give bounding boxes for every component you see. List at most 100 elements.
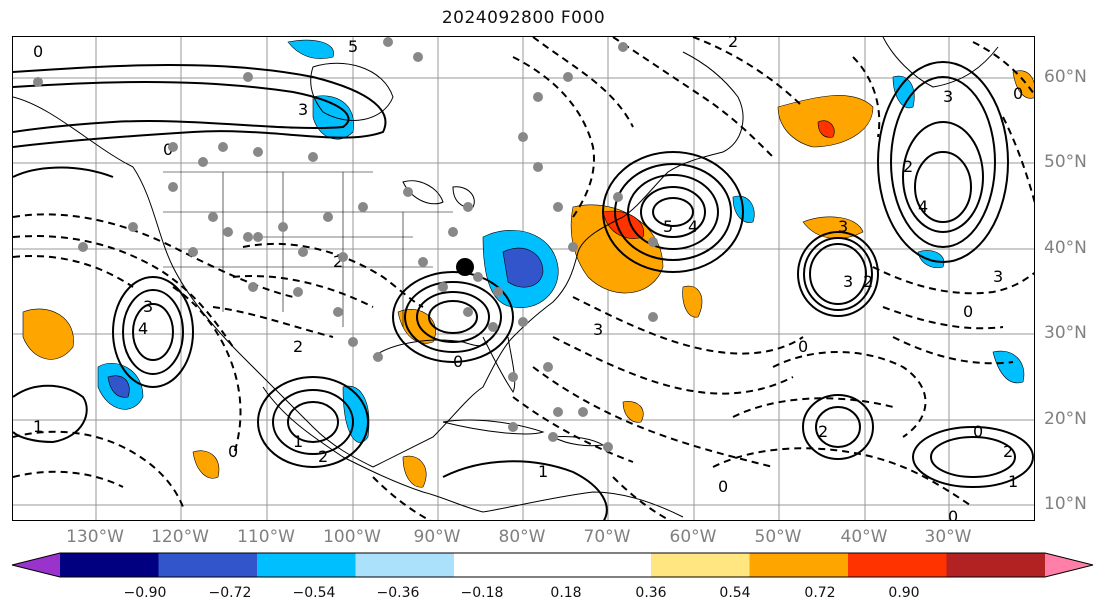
- blue-shade-far-east: [992, 350, 1025, 384]
- contours-solid: [13, 61, 1034, 520]
- orange-shade-mid: [682, 285, 703, 318]
- colorbar-label-pos090: 0.90: [888, 585, 920, 601]
- svg-text:0: 0: [718, 477, 728, 496]
- colorbar-label-pos054: 0.54: [719, 585, 751, 601]
- colorbar-extend-low: [12, 553, 60, 577]
- colorbar-segment: [60, 553, 159, 577]
- svg-text:2: 2: [293, 337, 303, 356]
- south-america-coast: [482, 491, 684, 518]
- lon-label-60w: 60°W: [669, 527, 717, 547]
- lon-label-100w: 100°W: [323, 527, 381, 547]
- svg-text:0: 0: [33, 42, 43, 61]
- svg-text:1: 1: [293, 432, 303, 451]
- coastlines: [13, 37, 999, 518]
- svg-text:2: 2: [903, 157, 913, 176]
- svg-text:3: 3: [843, 272, 853, 291]
- colorbar-segment: [158, 553, 258, 577]
- colorbar-label-neg018: −0.18: [460, 585, 504, 601]
- svg-text:4: 4: [688, 217, 698, 236]
- colorbar-segment: [749, 553, 849, 577]
- blue-shade-small2: [917, 250, 945, 268]
- lon-label-90w: 90°W: [413, 527, 461, 547]
- lat-label-60n: 60°N: [1044, 67, 1087, 87]
- lon-label-50w: 50°W: [754, 527, 802, 547]
- svg-text:1: 1: [1008, 472, 1018, 491]
- colorbar-label-neg054: −0.54: [292, 585, 336, 601]
- svg-text:0: 0: [163, 140, 173, 159]
- orange-shade-small: [622, 401, 644, 423]
- orange-shade-tropics: [192, 450, 220, 479]
- svg-text:0: 0: [963, 302, 973, 321]
- lon-label-40w: 40°W: [840, 527, 888, 547]
- station-dots: [33, 37, 658, 452]
- lon-label-70w: 70°W: [583, 527, 631, 547]
- lat-label-50n: 50°N: [1044, 152, 1087, 172]
- lat-label-20n: 20°N: [1044, 409, 1087, 429]
- orange-shade-south: [402, 455, 427, 488]
- blue-shade-north: [287, 39, 334, 59]
- colorbar-segment: [946, 553, 1046, 577]
- svg-text:3: 3: [298, 100, 308, 119]
- red-shade-north: [817, 120, 835, 138]
- florida-coast: [482, 336, 516, 393]
- svg-text:3: 3: [593, 320, 603, 339]
- great-lakes: [402, 180, 475, 208]
- svg-text:0: 0: [798, 337, 808, 356]
- colorbar: [11, 552, 1094, 578]
- colorbar-segment: [651, 553, 750, 577]
- svg-text:0: 0: [948, 507, 958, 521]
- svg-text:2: 2: [818, 422, 828, 441]
- svg-text:3: 3: [838, 217, 848, 236]
- svg-text:0: 0: [453, 352, 463, 371]
- svg-text:3: 3: [993, 267, 1003, 286]
- center-marker: [456, 258, 474, 276]
- lon-label-130w: 130°W: [66, 527, 124, 547]
- map-svg: 3 4 5 4 3 2 4 3 2 5 3 1 2 0 0 1 1 0 0 2 …: [13, 37, 1034, 521]
- svg-text:3: 3: [143, 297, 153, 316]
- colorbar-label-pos072: 0.72: [804, 585, 836, 601]
- svg-text:2: 2: [318, 447, 328, 466]
- colorbar-label-neg036: −0.36: [376, 585, 420, 601]
- svg-text:4: 4: [918, 197, 928, 216]
- colorbar-segment: [257, 553, 356, 577]
- darkblue-shade-pacific: [107, 375, 130, 398]
- lat-label-40n: 40°N: [1044, 238, 1087, 258]
- svg-text:4: 4: [138, 319, 148, 338]
- darkblue-shade-florida: [502, 247, 544, 288]
- map-title: 2024092800 F000: [441, 8, 606, 28]
- shaded-fields: [22, 39, 1034, 488]
- blue-shade-caribbean: [342, 385, 370, 443]
- north-america-coast: [13, 51, 744, 468]
- greenland-coast: [882, 37, 999, 88]
- colorbar-segment: [552, 553, 652, 577]
- svg-text:5: 5: [663, 217, 673, 236]
- hudson-bay: [310, 62, 394, 121]
- lon-label-30w: 30°W: [924, 527, 972, 547]
- colorbar-label-neg090: −0.90: [123, 585, 167, 601]
- colorbar-label-neg072: −0.72: [208, 585, 252, 601]
- contours-dashed: [13, 37, 1034, 520]
- colorbar-segment: [454, 553, 553, 577]
- contour-labels: 3 4 5 4 3 2 4 3 2 5 3 1 2 0 0 1 1 0 0 2 …: [33, 37, 1023, 521]
- colorbar-label-pos036: 0.36: [635, 585, 667, 601]
- colorbar-segment: [848, 553, 947, 577]
- lon-label-110w: 110°W: [237, 527, 295, 547]
- map-plot-area: 3 4 5 4 3 2 4 3 2 5 3 1 2 0 0 1 1 0 0 2 …: [12, 36, 1035, 521]
- svg-text:0: 0: [1013, 84, 1023, 103]
- lon-label-80w: 80°W: [498, 527, 546, 547]
- svg-text:2: 2: [728, 37, 738, 51]
- svg-text:2: 2: [1003, 442, 1013, 461]
- svg-text:0: 0: [228, 442, 238, 461]
- orange-shade-east: [1012, 70, 1034, 99]
- lat-label-10n: 10°N: [1044, 494, 1087, 514]
- hispaniola: [551, 436, 605, 447]
- mexico-coast: [262, 386, 484, 513]
- orange-shade-west: [22, 308, 74, 360]
- svg-text:2: 2: [333, 252, 343, 271]
- lon-label-120w: 120°W: [151, 527, 209, 547]
- colorbar-segment: [355, 553, 455, 577]
- svg-text:0: 0: [973, 422, 983, 441]
- us-states: [163, 171, 453, 327]
- svg-text:1: 1: [33, 417, 43, 436]
- svg-text:2: 2: [863, 272, 873, 291]
